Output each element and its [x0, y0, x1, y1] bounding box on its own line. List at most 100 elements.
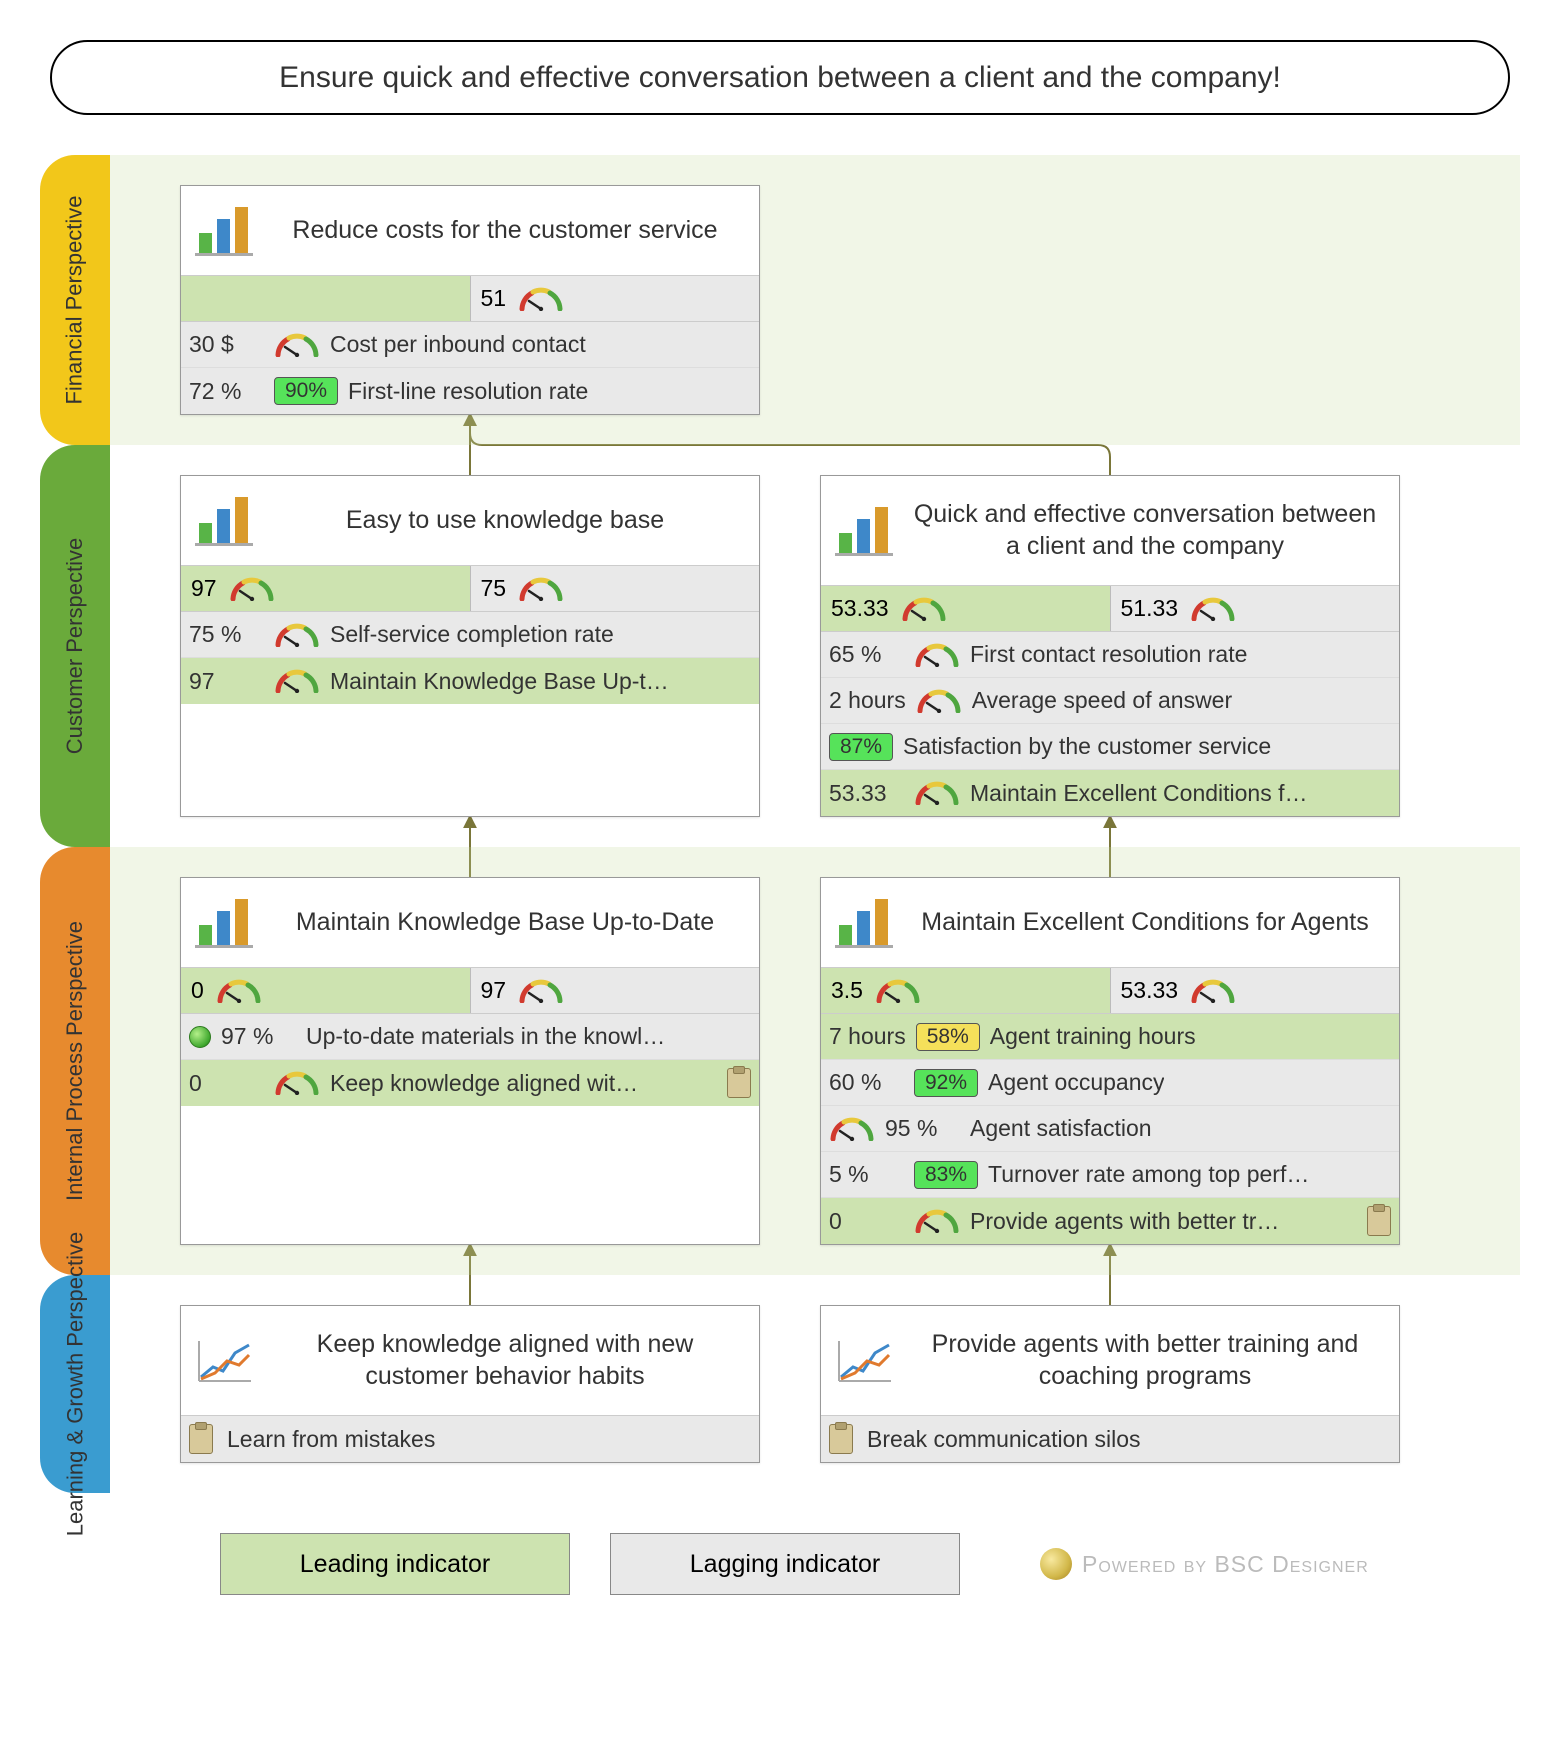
metric-row: 75 % Self-service completion rate: [181, 612, 759, 658]
gauge-icon: [274, 1071, 320, 1095]
metric-row: 65 % First contact resolution rate: [821, 632, 1399, 678]
card-title: Provide agents with better training and …: [906, 1329, 1399, 1392]
tab-customer-label: Customer Perspective: [62, 538, 88, 754]
metric-row: 7 hours58%Agent training hours: [821, 1014, 1399, 1060]
metric-row: 0 Keep knowledge aligned wit…: [181, 1060, 759, 1106]
score-value: 51: [481, 285, 507, 312]
metric-value: 60 %: [829, 1069, 904, 1096]
legend-lagging-label: Lagging indicator: [690, 1550, 880, 1579]
card-header: Reduce costs for the customer service: [181, 186, 759, 276]
score-value: 3.5: [831, 977, 863, 1004]
metric-row: Break communication silos: [821, 1416, 1399, 1462]
metric-row: 95 %Agent satisfaction: [821, 1106, 1399, 1152]
powered-by: Powered by BSC Designer: [1040, 1548, 1369, 1580]
tab-financial: Financial Perspective: [40, 155, 110, 445]
metric-label: Cost per inbound contact: [330, 331, 586, 358]
card-conversation: Quick and effective conversation between…: [820, 475, 1400, 817]
metric-badge: 90%: [274, 377, 338, 405]
score-value: 53.33: [1121, 977, 1179, 1004]
tab-customer: Customer Perspective: [40, 445, 110, 847]
bar-chart-icon: [835, 898, 893, 948]
metric-row: 60 %92%Agent occupancy: [821, 1060, 1399, 1106]
score-leading: [181, 276, 470, 321]
metric-value: 53.33: [829, 780, 904, 807]
metric-badge: 87%: [829, 733, 893, 761]
score-bar: 53.33 51.33: [821, 586, 1399, 632]
metric-label: Provide agents with better tr…: [970, 1208, 1279, 1235]
metric-label: Self-service completion rate: [330, 621, 614, 648]
gauge-icon: [274, 623, 320, 647]
gauge-icon: [901, 597, 947, 621]
gauge-icon: [914, 781, 960, 805]
card-header: Easy to use knowledge base: [181, 476, 759, 566]
metric-label: First-line resolution rate: [348, 378, 588, 405]
clipboard-icon: [189, 1424, 213, 1454]
metric-label: Up-to-date materials in the knowl…: [306, 1023, 665, 1050]
metric-label: Turnover rate among top perf…: [988, 1161, 1309, 1188]
status-orb-icon: [189, 1026, 211, 1048]
card-knowledge-base: Easy to use knowledge base 97 75 75 % Se…: [180, 475, 760, 817]
score-bar: 0 97: [181, 968, 759, 1014]
legend-leading: Leading indicator: [220, 1533, 570, 1595]
gauge-icon: [914, 643, 960, 667]
score-lagging: 51: [470, 276, 760, 321]
gauge-icon: [518, 979, 564, 1003]
metric-value: 75 %: [189, 621, 264, 648]
metric-row: 87% Satisfaction by the customer service: [821, 724, 1399, 770]
metric-row: 0 Provide agents with better tr…: [821, 1198, 1399, 1244]
card-header: Provide agents with better training and …: [821, 1306, 1399, 1416]
metric-badge: 58%: [916, 1023, 980, 1051]
score-leading: 97: [181, 566, 470, 611]
row-learning: Learning & Growth Perspective Keep knowl…: [40, 1275, 1520, 1493]
gauge-icon: [229, 577, 275, 601]
card-agent-conditions: Maintain Excellent Conditions for Agents…: [820, 877, 1400, 1245]
tab-internal-label: Internal Process Perspective: [62, 921, 88, 1201]
metric-value: 0: [189, 1070, 264, 1097]
metric-value: 7 hours: [829, 1023, 906, 1050]
metric-value: 30 $: [189, 331, 264, 358]
metric-value: 0: [829, 1208, 904, 1235]
metric-value: 97: [189, 668, 264, 695]
score-value: 0: [191, 977, 204, 1004]
metric-value: 5 %: [829, 1161, 904, 1188]
metric-badge: 83%: [914, 1161, 978, 1189]
score-value: 97: [191, 575, 217, 602]
page-title: Ensure quick and effective conversation …: [50, 40, 1510, 115]
globe-icon: [1040, 1548, 1072, 1580]
powered-by-label: Powered by BSC Designer: [1082, 1551, 1369, 1578]
bar-chart-icon: [195, 496, 253, 546]
metric-label: Maintain Knowledge Base Up-t…: [330, 668, 669, 695]
bar-chart-icon: [835, 506, 893, 556]
card-title: Easy to use knowledge base: [266, 505, 759, 536]
bar-chart-icon: [195, 206, 253, 256]
tab-learning-label: Learning & Growth Perspective: [62, 1232, 88, 1537]
gauge-icon: [916, 689, 962, 713]
metric-value: 65 %: [829, 641, 904, 668]
metric-label: First contact resolution rate: [970, 641, 1247, 668]
metric-label: Agent occupancy: [988, 1069, 1164, 1096]
gauge-icon: [274, 669, 320, 693]
card-title: Keep knowledge aligned with new customer…: [266, 1329, 759, 1392]
metric-row: Learn from mistakes: [181, 1416, 759, 1462]
gauge-icon: [518, 577, 564, 601]
gauge-icon: [518, 287, 564, 311]
score-value: 75: [481, 575, 507, 602]
clipboard-icon: [727, 1068, 751, 1098]
page-title-text: Ensure quick and effective conversation …: [279, 61, 1281, 95]
metric-row: 97 Maintain Knowledge Base Up-t…: [181, 658, 759, 704]
metric-row: 30 $ Cost per inbound contact: [181, 322, 759, 368]
score-value: 97: [481, 977, 507, 1004]
score-value: 53.33: [831, 595, 889, 622]
metric-row: 5 % 83% Turnover rate among top perf…: [821, 1152, 1399, 1198]
score-lagging: 75: [470, 566, 760, 611]
metric-label: Satisfaction by the customer service: [903, 733, 1271, 760]
row-internal: Internal Process Perspective Maintain Kn…: [40, 847, 1520, 1275]
metric-row: 2 hours Average speed of answer: [821, 678, 1399, 724]
card-training-programs: Provide agents with better training and …: [820, 1305, 1400, 1463]
line-chart-icon: [835, 1337, 893, 1385]
card-title: Quick and effective conversation between…: [906, 499, 1399, 562]
gauge-icon: [914, 1209, 960, 1233]
metric-value: 2 hours: [829, 687, 906, 714]
metric-row: 97 %Up-to-date materials in the knowl…: [181, 1014, 759, 1060]
score-lagging: 51.33: [1110, 586, 1400, 631]
